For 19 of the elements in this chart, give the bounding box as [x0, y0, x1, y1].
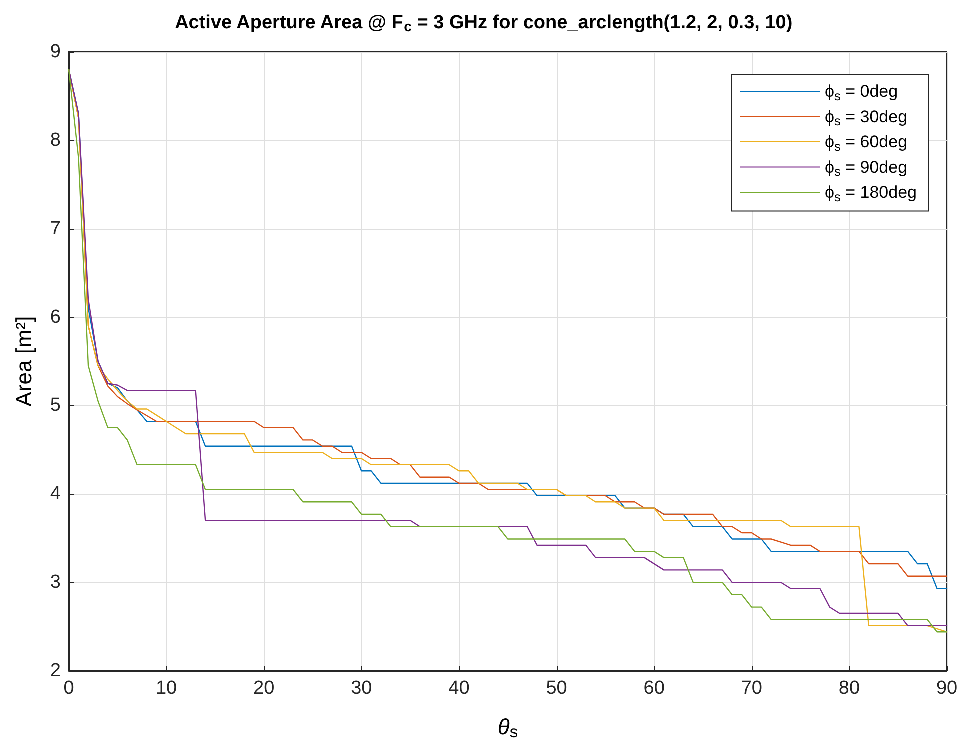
x-tick-label: 60: [644, 678, 665, 699]
x-tick-label: 30: [351, 678, 372, 699]
x-tick-label: 50: [546, 678, 568, 699]
x-tick-label: 80: [838, 678, 860, 699]
x-tick-label: 40: [448, 678, 470, 699]
y-axis-title: Area [m²]: [12, 316, 36, 407]
x-tick-label: 70: [741, 678, 762, 699]
x-tick-label: 0: [64, 678, 74, 699]
x-tick-label: 90: [936, 678, 958, 699]
y-tick-label: 7: [50, 218, 61, 240]
y-tick-label: 8: [50, 130, 61, 151]
x-tick-label: 10: [156, 678, 178, 699]
y-tick-label: 9: [50, 42, 61, 62]
y-tick-label: 3: [50, 572, 61, 594]
y-tick-label: 6: [50, 306, 61, 328]
y-tick-label: 2: [50, 660, 61, 682]
y-tick-label: 5: [50, 395, 61, 416]
y-tick-label: 4: [50, 484, 62, 505]
x-tick-label: 20: [254, 678, 275, 699]
